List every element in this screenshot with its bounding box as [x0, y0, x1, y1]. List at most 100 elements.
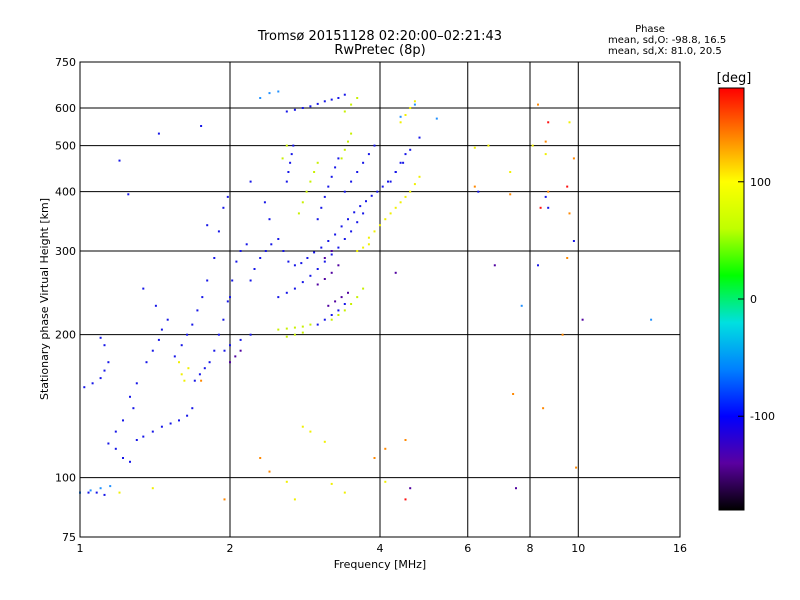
- data-point: [334, 300, 337, 303]
- data-point: [245, 243, 248, 246]
- data-point: [316, 323, 319, 326]
- colorbar-tick-label: -100: [750, 410, 775, 423]
- data-point: [337, 246, 340, 249]
- data-point: [343, 190, 346, 193]
- data-point: [350, 180, 353, 183]
- data-point: [362, 161, 365, 164]
- data-point: [226, 300, 229, 303]
- data-point: [340, 225, 343, 228]
- data-point: [95, 491, 98, 494]
- data-point: [301, 201, 304, 204]
- data-point: [537, 103, 539, 106]
- data-point: [353, 211, 356, 214]
- data-point: [229, 344, 231, 347]
- data-point: [313, 251, 316, 254]
- data-point: [118, 159, 121, 162]
- data-point: [384, 218, 387, 221]
- data-point: [132, 407, 135, 410]
- data-point: [399, 115, 402, 118]
- data-point: [142, 435, 145, 438]
- data-point: [566, 257, 569, 259]
- data-point: [473, 146, 476, 149]
- data-point: [418, 175, 421, 178]
- data-point: [509, 193, 512, 196]
- data-point: [362, 212, 365, 215]
- data-point: [293, 333, 296, 336]
- data-point: [239, 349, 242, 352]
- data-point: [309, 180, 312, 183]
- data-point: [399, 201, 402, 204]
- data-point: [379, 224, 381, 227]
- data-point: [373, 230, 376, 233]
- data-point: [208, 361, 211, 364]
- data-point: [217, 333, 220, 336]
- data-point: [413, 100, 416, 103]
- data-point: [575, 466, 578, 469]
- data-point: [323, 278, 326, 280]
- data-point: [376, 190, 379, 193]
- data-point: [337, 314, 340, 316]
- data-point: [300, 262, 303, 265]
- data-point: [160, 425, 163, 428]
- data-point: [226, 195, 229, 198]
- data-point: [313, 171, 316, 173]
- phase-stats-x: mean, sd,X: 81.0, 20.5: [608, 46, 722, 57]
- data-point: [394, 271, 397, 274]
- data-point: [394, 171, 397, 173]
- data-point: [404, 498, 407, 501]
- data-point: [316, 102, 319, 105]
- data-point: [316, 218, 319, 221]
- data-point: [418, 136, 421, 139]
- data-point: [186, 414, 189, 417]
- data-point: [293, 287, 296, 290]
- data-point: [173, 355, 176, 358]
- data-point: [370, 194, 373, 197]
- data-point: [281, 157, 284, 160]
- data-point: [493, 264, 496, 267]
- data-point: [290, 153, 293, 156]
- colorbar-ticks: 100 0 -100: [738, 176, 775, 423]
- data-point: [99, 377, 102, 380]
- data-point: [561, 333, 564, 336]
- data-point: [213, 257, 216, 259]
- data-point: [330, 98, 333, 101]
- data-point: [186, 333, 189, 336]
- data-point: [135, 382, 138, 385]
- data-point: [320, 206, 323, 209]
- data-point: [350, 230, 353, 233]
- data-point: [309, 430, 312, 433]
- data-point: [330, 175, 333, 178]
- data-point: [160, 328, 163, 331]
- data-point: [347, 291, 349, 294]
- data-point: [350, 103, 353, 106]
- data-point: [235, 260, 238, 263]
- data-point: [103, 344, 106, 347]
- data-point: [157, 132, 160, 135]
- data-point: [180, 344, 183, 347]
- data-point: [547, 121, 550, 124]
- data-point: [293, 498, 296, 501]
- data-point: [187, 367, 190, 370]
- data-point: [306, 257, 309, 259]
- data-point: [285, 144, 288, 147]
- data-point: [206, 224, 209, 227]
- data-point: [268, 218, 271, 221]
- data-point: [289, 161, 292, 164]
- y-tick-label: 750: [55, 56, 76, 69]
- data-point: [316, 161, 319, 164]
- data-point: [178, 361, 180, 364]
- data-point: [399, 121, 402, 124]
- data-point: [330, 253, 333, 256]
- data-point: [384, 480, 387, 483]
- data-point: [118, 491, 121, 494]
- data-point: [531, 144, 534, 147]
- data-point: [285, 480, 288, 483]
- data-point: [157, 338, 160, 341]
- y-tick-label: 75: [62, 531, 76, 544]
- data-point: [309, 274, 312, 277]
- data-point: [87, 491, 90, 494]
- data-point: [544, 153, 547, 156]
- data-point: [413, 183, 416, 186]
- data-point: [473, 185, 476, 188]
